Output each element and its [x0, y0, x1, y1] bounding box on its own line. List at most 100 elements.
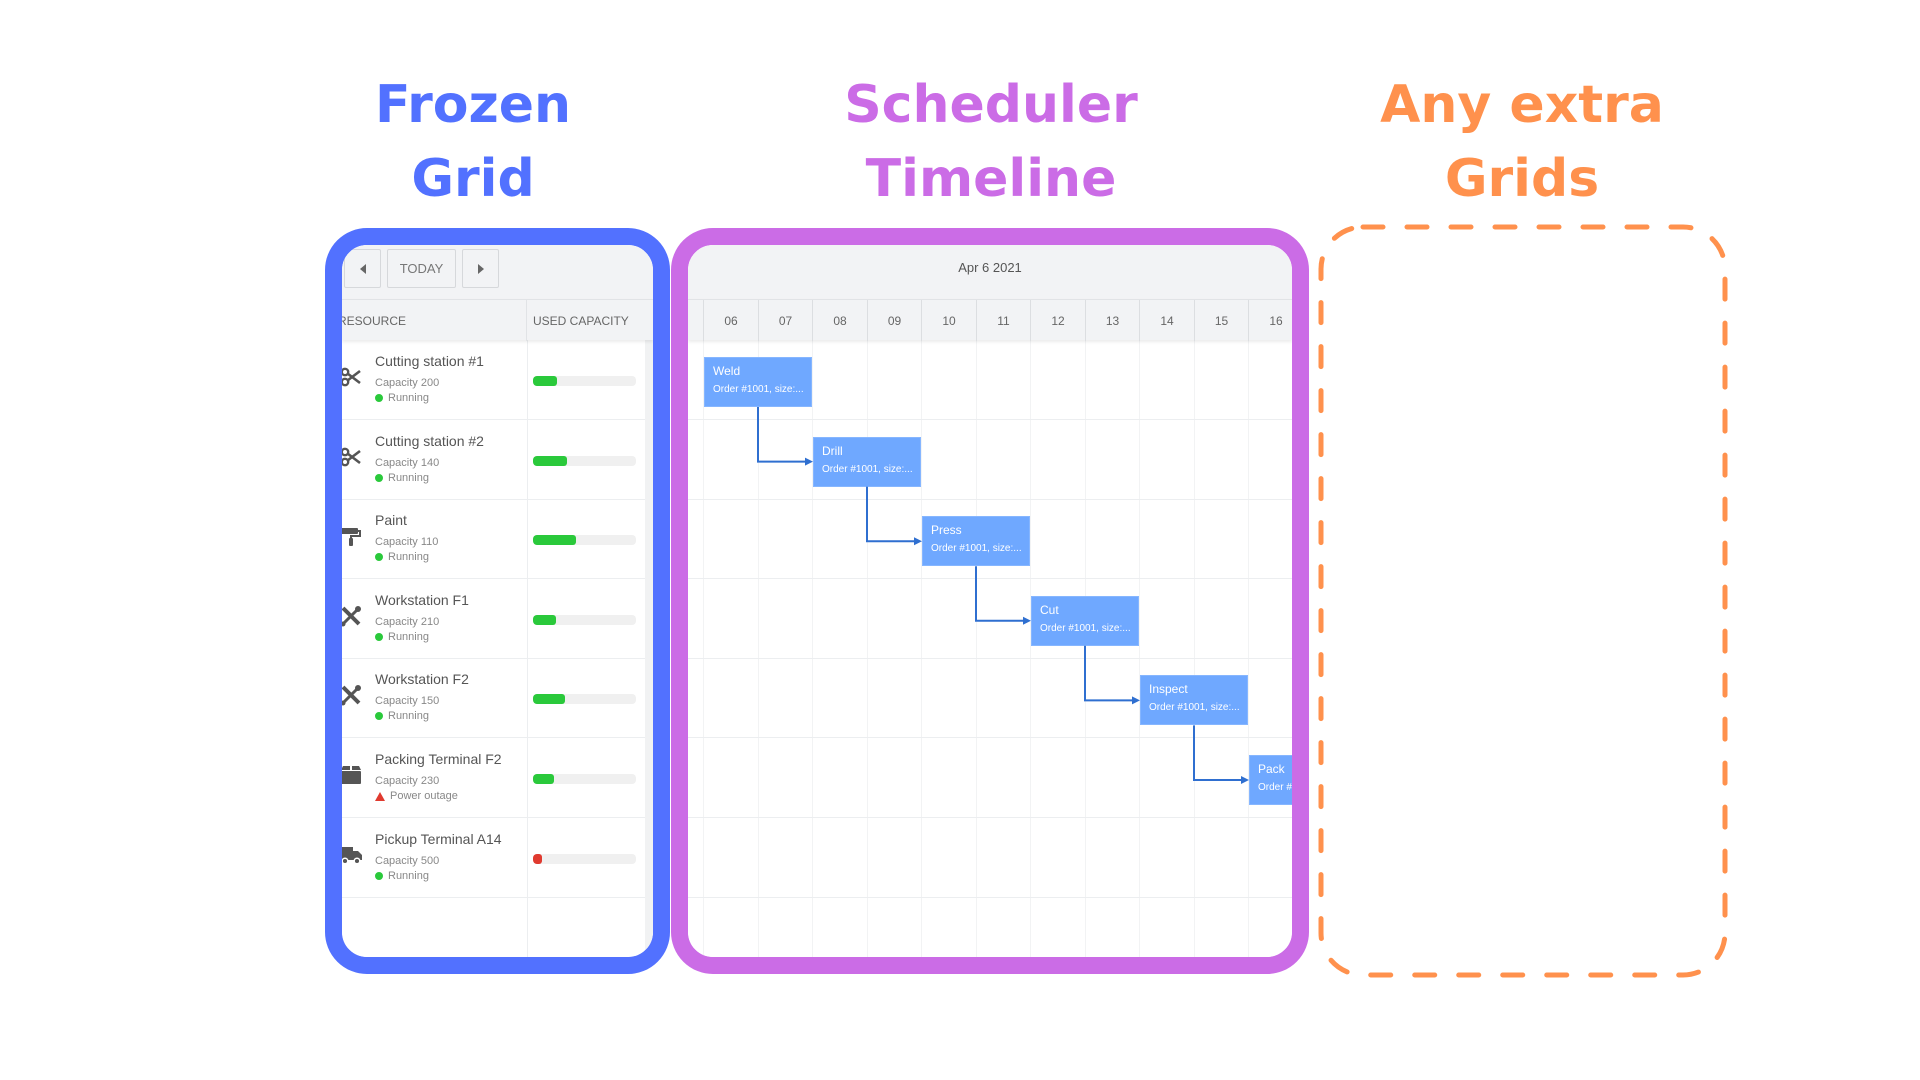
status-text: Running	[388, 471, 429, 484]
timeline-hours-header: 06 07 08 09 10 11 12 13 14 15 16	[688, 299, 1292, 341]
resource-capacity: Capacity 140	[375, 456, 440, 469]
timeline-row	[688, 420, 1292, 500]
resource-row[interactable]: Packing Terminal F2 Capacity 230 Power out…	[342, 738, 653, 818]
extra-grids-title: Any extra Grids	[1312, 68, 1732, 216]
hour-gridline	[1248, 340, 1249, 957]
frozen-grid-title: Frozen Grid	[263, 68, 683, 216]
resource-capacity: Capacity 200	[375, 377, 440, 389]
used-capacity-bar	[533, 694, 636, 705]
timeline-row	[688, 658, 1292, 739]
tools-icon	[342, 685, 361, 706]
hour-gridline	[812, 340, 813, 957]
event-name: Press	[931, 523, 962, 538]
hour-header: 14	[1139, 300, 1194, 341]
column-divider	[527, 340, 528, 957]
used-capacity-bar	[533, 455, 636, 466]
resource-status: Power outage	[375, 790, 458, 802]
used-capacity-fill	[533, 774, 554, 784]
used-capacity-fill	[533, 614, 556, 625]
event-detail: Order #1001, size:...	[822, 463, 913, 475]
event-bar[interactable]: Weld Order #1001, size:...	[704, 357, 812, 407]
hour-gridline	[757, 340, 759, 957]
hour-gridline	[703, 340, 704, 957]
event-detail: Order #1001, size:...	[1040, 622, 1131, 634]
resource-row[interactable]: Workstation F1 Capacity 210 Running	[342, 579, 653, 659]
resource-capacity: Capacity 150	[375, 695, 440, 708]
hour-header: 10	[921, 300, 976, 341]
used-capacity-fill	[533, 694, 565, 705]
hour-gridline	[975, 340, 977, 957]
used-capacity-bar	[533, 535, 636, 546]
status-dot-icon	[375, 871, 383, 880]
hour-header: 15	[1193, 300, 1249, 341]
hour-gridline	[1193, 340, 1195, 957]
column-header-resource[interactable]: RESOURCE	[342, 300, 527, 341]
resource-name: Paint	[375, 512, 407, 529]
caret-left-icon	[359, 263, 366, 274]
status-dot-icon	[375, 473, 383, 482]
event-detail: Order #1001, size:...	[931, 543, 1022, 555]
event-bar[interactable]: Drill Order #1001, size:...	[813, 436, 921, 487]
timeline-row	[688, 738, 1292, 818]
event-detail: Order #1001, size:...	[1258, 782, 1292, 793]
scissors-icon	[342, 447, 361, 466]
status-text: Running	[388, 869, 429, 882]
column-header-used-capacity[interactable]: USED CAPACITY	[533, 313, 629, 328]
scheduler-timeline-title: Scheduler Timeline	[781, 68, 1201, 216]
event-bar[interactable]: Cut Order #1001, size:...	[1031, 595, 1139, 646]
resource-row[interactable]: Paint Capacity 110 Running	[342, 499, 653, 580]
status-dot-icon	[375, 712, 383, 721]
hour-header: 13	[1084, 300, 1140, 341]
event-name: Weld	[713, 364, 741, 378]
resource-name: Pickup Terminal A14	[375, 830, 502, 847]
scrollbar[interactable]	[645, 340, 653, 957]
hour-gridline	[1139, 340, 1140, 957]
resource-row[interactable]: Workstation F2 Capacity 150 Running	[342, 658, 653, 739]
status-text: Running	[388, 392, 429, 404]
resource-row[interactable]: Cutting station #1 Capacity 200 Running	[342, 340, 653, 420]
used-capacity-fill	[533, 535, 577, 546]
scissors-icon	[342, 367, 361, 387]
hour-header: 07	[757, 300, 813, 341]
event-bar[interactable]: Press Order #1001, size:...	[922, 516, 1030, 567]
resource-name: Cutting station #1	[375, 353, 484, 369]
resource-capacity: Capacity 210	[375, 615, 440, 628]
title-line: Timeline	[865, 149, 1117, 209]
timeline-date: Apr 6 2021	[958, 260, 1022, 275]
title-line: Scheduler	[844, 75, 1138, 135]
title-line: Grids	[1444, 149, 1600, 209]
status-text: Power outage	[390, 790, 458, 802]
resource-row[interactable]: Pickup Terminal A14 Capacity 500 Running	[342, 818, 653, 898]
resource-status: Running	[375, 472, 429, 484]
status-text: Running	[388, 551, 429, 564]
caret-right-icon	[477, 263, 484, 274]
resource-name: Packing Terminal F2	[375, 751, 502, 767]
timeline-row	[688, 579, 1292, 659]
used-capacity-bar	[533, 614, 636, 625]
hour-header: 08	[812, 300, 867, 341]
hour-header: 09	[866, 300, 922, 341]
tools-icon	[342, 605, 361, 627]
status-dot-icon	[375, 632, 383, 641]
event-bar[interactable]: Pack Order #1001, size:...	[1249, 755, 1292, 805]
resource-status: Running	[375, 870, 429, 882]
used-capacity-bar	[533, 853, 636, 864]
resource-status: Running	[375, 551, 429, 563]
toolbar: TODAY	[342, 245, 653, 299]
used-capacity-fill	[533, 376, 557, 386]
event-name: Pack	[1258, 762, 1285, 776]
next-button[interactable]	[462, 249, 499, 288]
resource-row[interactable]: Cutting station #2 Capacity 140 Running	[342, 420, 653, 500]
timeline-row	[688, 818, 1292, 898]
used-capacity-bar	[533, 774, 636, 784]
prev-button[interactable]	[344, 249, 381, 288]
today-button[interactable]: TODAY	[387, 249, 456, 288]
resource-status: Running	[375, 631, 429, 643]
resource-capacity: Capacity 110	[375, 536, 439, 549]
resource-name: Workstation F2	[375, 671, 469, 688]
used-capacity-fill	[533, 455, 567, 466]
event-bar[interactable]: Inspect Order #1001, size:...	[1140, 675, 1248, 726]
resource-name: Workstation F1	[375, 591, 469, 608]
event-detail: Order #1001, size:...	[1149, 702, 1240, 714]
hour-header: 12	[1030, 300, 1085, 341]
